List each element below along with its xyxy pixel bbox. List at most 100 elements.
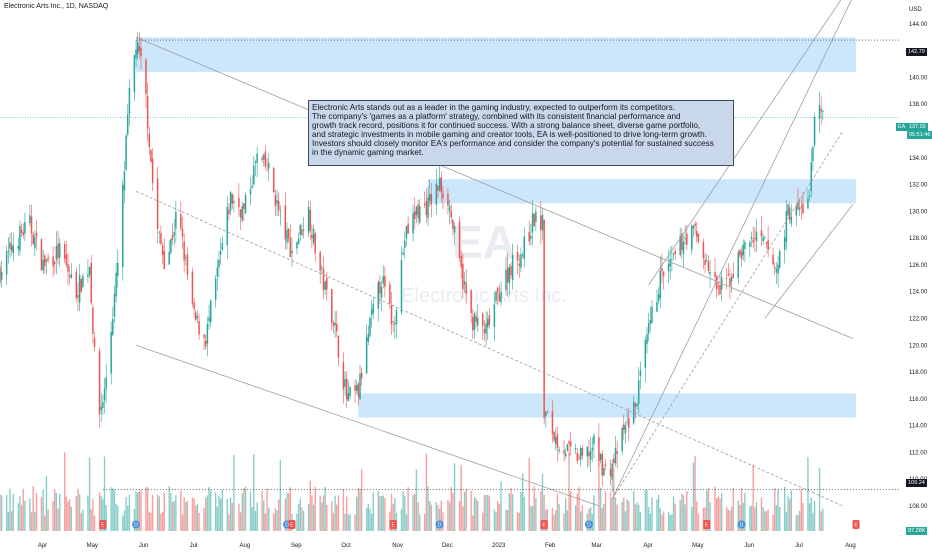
candle-body bbox=[639, 370, 642, 376]
volume-bar bbox=[762, 507, 764, 531]
volume-bar bbox=[681, 493, 683, 531]
volume-bar bbox=[569, 491, 572, 531]
volume-bar bbox=[140, 490, 142, 531]
candle-body bbox=[314, 233, 316, 254]
volume-bar bbox=[145, 487, 147, 531]
volume-bar bbox=[405, 514, 408, 531]
candle-body bbox=[206, 323, 209, 344]
volume-bar bbox=[148, 511, 151, 531]
event-markers[interactable]: E D D E DE E D E D E bbox=[99, 520, 860, 529]
volume-bar bbox=[238, 503, 240, 531]
candle-body bbox=[115, 272, 117, 297]
volume-bar bbox=[797, 515, 799, 531]
volume-bar bbox=[578, 487, 580, 531]
candle-body bbox=[473, 313, 476, 330]
volume-bar bbox=[672, 496, 675, 531]
trendline bbox=[135, 36, 853, 339]
candle-body bbox=[637, 380, 640, 404]
price-axis[interactable]: USD 106.00108.00110.00112.00114.00116.00… bbox=[899, 0, 932, 540]
volume-bar bbox=[128, 494, 131, 531]
candle-body bbox=[359, 373, 361, 400]
volume-bar bbox=[138, 491, 141, 531]
volume-bar bbox=[447, 499, 449, 531]
candle-body bbox=[125, 135, 127, 170]
volume-bar bbox=[299, 498, 301, 531]
volume-bar bbox=[646, 490, 648, 531]
volume-bar bbox=[682, 495, 685, 531]
candle-body bbox=[161, 245, 164, 255]
candle-body bbox=[477, 317, 479, 326]
candle-body bbox=[672, 253, 675, 255]
volume-bar bbox=[739, 504, 741, 531]
candle-body bbox=[145, 59, 147, 94]
candle-body bbox=[681, 233, 683, 251]
volume-bar bbox=[249, 492, 252, 531]
candle-body bbox=[311, 235, 313, 239]
candle-body bbox=[334, 322, 336, 326]
volume-bar bbox=[657, 494, 660, 531]
price-tick-label: 140.00 bbox=[909, 75, 928, 81]
volume-bar bbox=[112, 488, 114, 531]
volume-bar bbox=[321, 502, 323, 531]
volume-bar bbox=[289, 487, 292, 531]
volume-bar bbox=[430, 504, 433, 531]
candle-body bbox=[53, 261, 56, 264]
volume-bar bbox=[497, 500, 499, 531]
candle-body bbox=[438, 178, 441, 191]
volume-bar bbox=[370, 513, 373, 531]
volume-bar bbox=[458, 500, 461, 531]
candle-body bbox=[599, 453, 602, 460]
price-tick-label: 128.00 bbox=[909, 236, 928, 242]
volume-bar bbox=[209, 490, 212, 531]
price-candles bbox=[0, 31, 824, 493]
volume-bar bbox=[727, 509, 730, 531]
trendline bbox=[611, 0, 852, 500]
volume-bar bbox=[185, 502, 187, 531]
candle-body bbox=[136, 41, 139, 55]
volume-bar bbox=[98, 492, 101, 531]
candle-body bbox=[156, 178, 159, 230]
candle-body bbox=[593, 435, 595, 444]
volume-bar bbox=[331, 501, 333, 531]
candle-body bbox=[67, 264, 69, 272]
candle-body bbox=[470, 290, 472, 313]
candle-body bbox=[272, 168, 275, 192]
volume-bar bbox=[82, 509, 84, 531]
volume-bar bbox=[216, 506, 219, 531]
candle-body bbox=[412, 213, 414, 234]
time-axis[interactable]: Apr May Jun Jul Aug Sep Oct Nov Dec 2023 Feb Mar Apr… bbox=[0, 538, 932, 550]
volume-bar bbox=[369, 508, 371, 531]
candle-body bbox=[286, 229, 288, 243]
volume-bar bbox=[359, 489, 361, 531]
volume-bar bbox=[601, 507, 603, 531]
volume-bar bbox=[765, 511, 768, 531]
volume-bar bbox=[311, 495, 313, 531]
candle-body bbox=[93, 338, 96, 347]
time-tick-label: Nov bbox=[392, 543, 403, 549]
candle-body bbox=[662, 271, 665, 277]
volume-bar bbox=[264, 513, 267, 531]
candle-body bbox=[218, 259, 220, 268]
candle-body bbox=[126, 114, 129, 135]
volume-bar bbox=[651, 497, 653, 531]
analysis-note[interactable]: Electronic Arts stands out as a leader i… bbox=[308, 100, 734, 166]
candle-body bbox=[440, 177, 443, 193]
volume-bar bbox=[44, 515, 46, 531]
volume-bar bbox=[508, 493, 511, 531]
candle-body bbox=[795, 205, 798, 216]
volume-bar bbox=[175, 495, 177, 531]
candle-body bbox=[414, 211, 416, 220]
volume-bar bbox=[448, 502, 451, 531]
volume-bar bbox=[349, 514, 351, 531]
candle-body bbox=[117, 263, 119, 276]
volume-bar bbox=[226, 498, 228, 531]
volume-bar bbox=[566, 510, 569, 531]
candle-body bbox=[740, 251, 743, 260]
candle-body bbox=[566, 444, 569, 451]
volume-bar bbox=[146, 487, 149, 531]
volume-bar bbox=[168, 486, 170, 531]
volume-bar bbox=[516, 511, 519, 531]
candle-body bbox=[523, 236, 525, 259]
